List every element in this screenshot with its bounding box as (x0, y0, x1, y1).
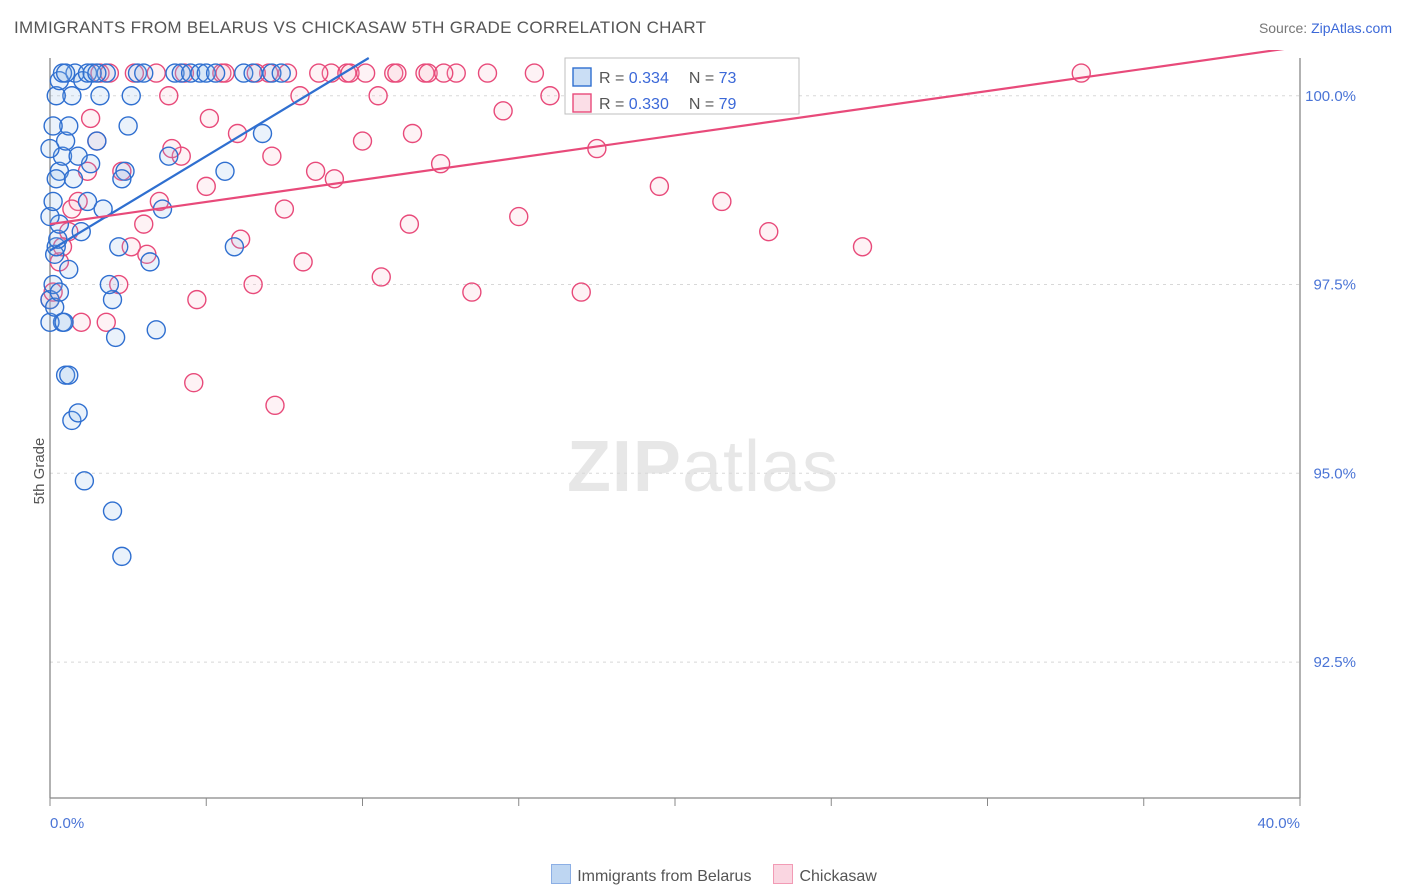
data-point-chickasaw (388, 64, 406, 82)
data-point-chickasaw (354, 132, 372, 150)
data-point-chickasaw (275, 200, 293, 218)
data-point-chickasaw (541, 87, 559, 105)
data-point-belarus (50, 283, 68, 301)
data-point-belarus (110, 238, 128, 256)
legend-bottom: Immigrants from Belarus Chickasaw (0, 864, 1406, 886)
data-point-belarus (160, 147, 178, 165)
data-point-chickasaw (185, 374, 203, 392)
source-prefix: Source: (1259, 20, 1311, 36)
data-point-belarus (244, 64, 262, 82)
data-point-chickasaw (197, 177, 215, 195)
data-point-chickasaw (435, 64, 453, 82)
legend-label: Chickasaw (799, 868, 876, 885)
data-point-chickasaw (404, 125, 422, 143)
data-point-belarus (91, 87, 109, 105)
data-point-chickasaw (854, 238, 872, 256)
data-point-chickasaw (525, 64, 543, 82)
source-attribution: Source: ZipAtlas.com (1259, 20, 1392, 36)
data-point-chickasaw (72, 313, 90, 331)
y-tick-label: 100.0% (1305, 88, 1356, 105)
data-point-belarus (64, 170, 82, 188)
data-point-belarus (55, 313, 73, 331)
legend-label: Immigrants from Belarus (577, 868, 751, 885)
data-point-belarus (88, 64, 106, 82)
r-legend-text: R = 0.330N = 79 (599, 96, 737, 113)
data-point-chickasaw (588, 140, 606, 158)
data-point-chickasaw (572, 283, 590, 301)
data-point-chickasaw (294, 253, 312, 271)
data-point-belarus (60, 260, 78, 278)
data-point-chickasaw (510, 208, 528, 226)
data-point-belarus (104, 502, 122, 520)
x-tick-label: 40.0% (1257, 815, 1300, 832)
data-point-chickasaw (266, 396, 284, 414)
data-point-chickasaw (463, 283, 481, 301)
data-point-belarus (44, 117, 62, 135)
r-legend-text: R = 0.334N = 73 (599, 70, 737, 87)
data-point-chickasaw (650, 177, 668, 195)
y-tick-label: 95.0% (1313, 465, 1356, 482)
data-point-belarus (119, 117, 137, 135)
data-point-chickasaw (479, 64, 497, 82)
y-tick-label: 97.5% (1313, 277, 1356, 294)
data-point-chickasaw (760, 223, 778, 241)
data-point-belarus (69, 147, 87, 165)
data-point-chickasaw (400, 215, 418, 233)
data-point-belarus (147, 321, 165, 339)
r-legend-swatch (573, 68, 591, 86)
data-point-belarus (41, 140, 59, 158)
data-point-belarus (44, 192, 62, 210)
data-point-chickasaw (310, 64, 328, 82)
data-point-belarus (272, 64, 290, 82)
data-point-chickasaw (357, 64, 375, 82)
r-legend-swatch (573, 94, 591, 112)
data-point-chickasaw (369, 87, 387, 105)
data-point-belarus (69, 404, 87, 422)
data-point-belarus (113, 547, 131, 565)
data-point-belarus (135, 64, 153, 82)
data-point-chickasaw (494, 102, 512, 120)
legend-swatch (773, 864, 793, 884)
legend-swatch (551, 864, 571, 884)
data-point-chickasaw (160, 87, 178, 105)
y-tick-label: 92.5% (1313, 654, 1356, 671)
data-point-belarus (60, 366, 78, 384)
chart-title: IMMIGRANTS FROM BELARUS VS CHICKASAW 5TH… (14, 18, 706, 38)
data-point-belarus (107, 328, 125, 346)
source-link[interactable]: ZipAtlas.com (1311, 20, 1392, 36)
data-point-chickasaw (713, 192, 731, 210)
data-point-belarus (207, 64, 225, 82)
data-point-belarus (225, 238, 243, 256)
data-point-belarus (141, 253, 159, 271)
data-point-chickasaw (244, 276, 262, 294)
data-point-chickasaw (82, 109, 100, 127)
data-point-belarus (88, 132, 106, 150)
data-point-chickasaw (200, 109, 218, 127)
data-point-belarus (47, 170, 65, 188)
data-point-chickasaw (372, 268, 390, 286)
data-point-belarus (122, 87, 140, 105)
data-point-belarus (57, 64, 75, 82)
data-point-belarus (100, 276, 118, 294)
data-point-belarus (216, 162, 234, 180)
data-point-chickasaw (188, 291, 206, 309)
data-point-chickasaw (307, 162, 325, 180)
data-point-chickasaw (263, 147, 281, 165)
data-point-belarus (75, 472, 93, 490)
data-point-chickasaw (135, 215, 153, 233)
chart-area: 5th Grade ZIPatlas 92.5%95.0%97.5%100.0%… (0, 50, 1406, 892)
scatter-chart: 92.5% 95.0% 97.5% 100.0% 0.0% 40.0% R = 0.334N… (0, 50, 1406, 892)
data-point-belarus (113, 170, 131, 188)
x-tick-label: 0.0% (50, 815, 84, 832)
